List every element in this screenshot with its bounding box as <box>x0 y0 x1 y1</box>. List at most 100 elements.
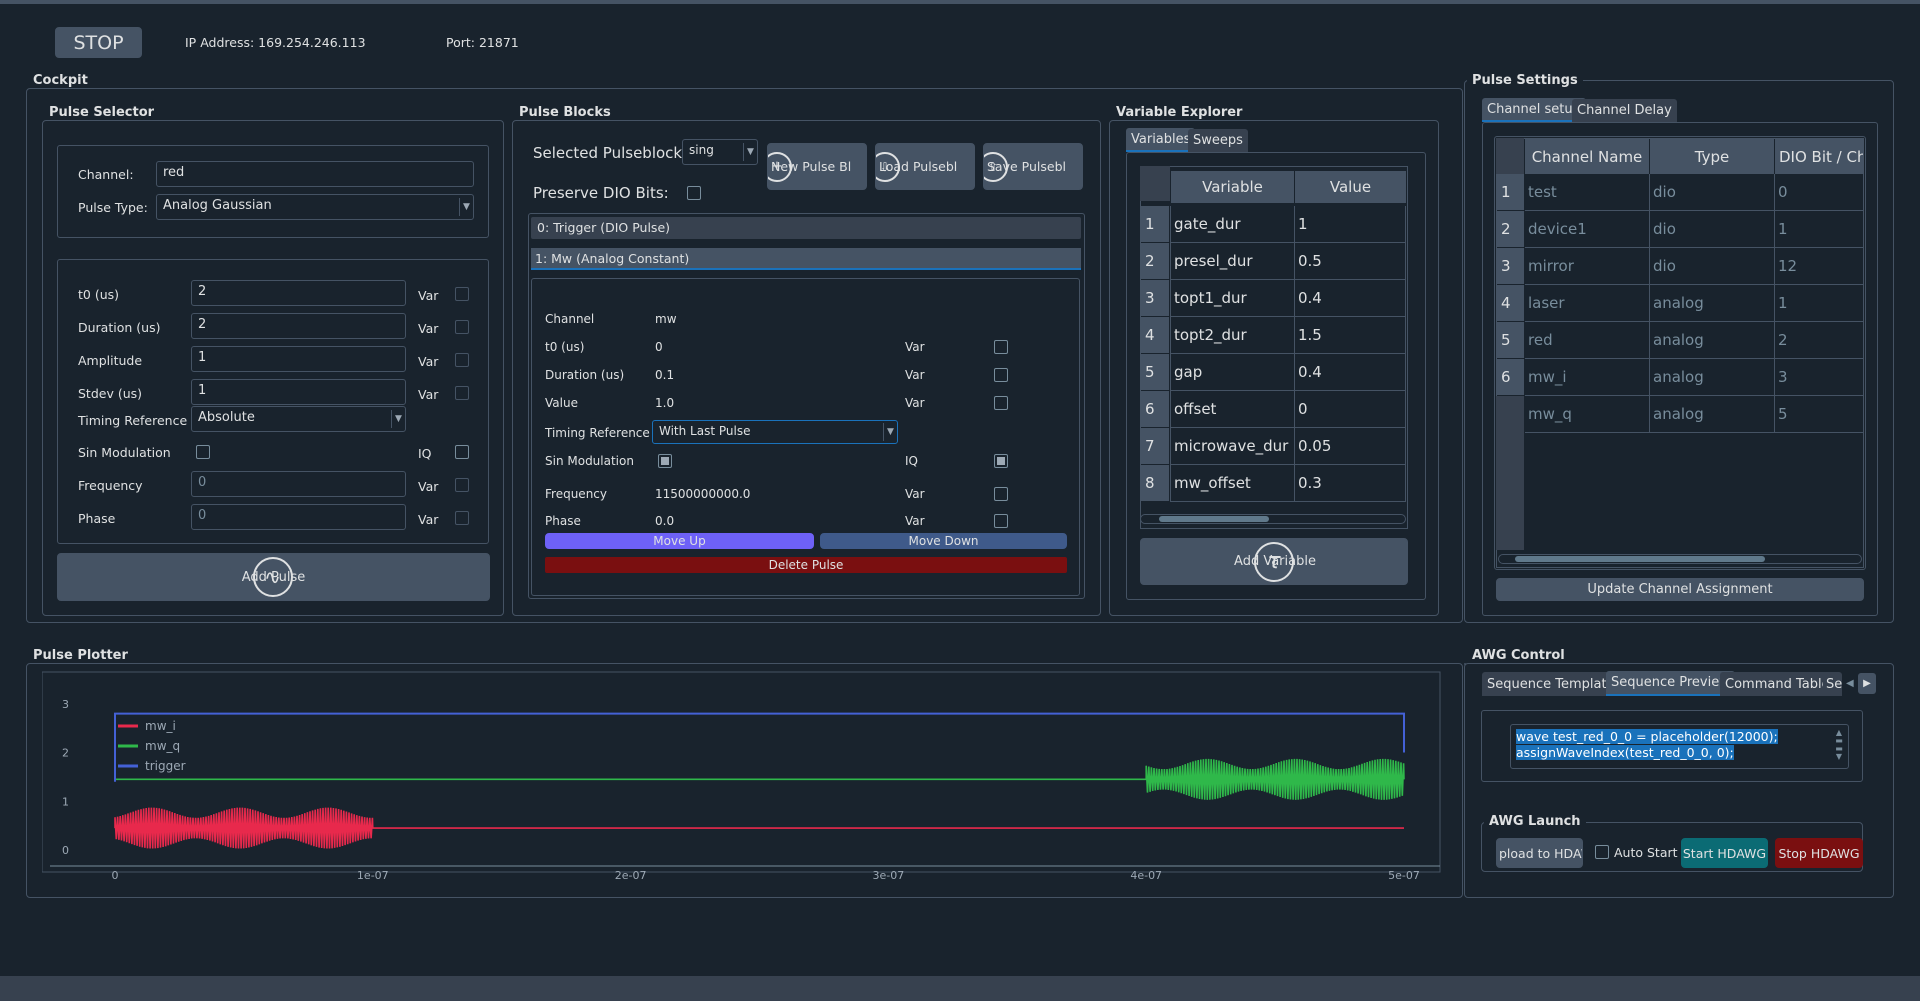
stdev-var-checkbox[interactable] <box>455 386 469 400</box>
variable-row-number[interactable]: 2 <box>1141 243 1169 279</box>
phase-var-checkbox[interactable] <box>455 511 469 525</box>
channel-name-cell[interactable]: mw_q <box>1525 396 1650 433</box>
amplitude-var-checkbox[interactable] <box>455 353 469 367</box>
pulse-item-trigger[interactable]: 0: Trigger (DIO Pulse) <box>531 217 1081 239</box>
move-down-button[interactable]: Move Down <box>820 533 1067 549</box>
channel-bit-cell[interactable]: 2 <box>1775 322 1864 359</box>
duration-var-checkbox[interactable] <box>455 320 469 334</box>
channel-row-number[interactable]: 4 <box>1497 285 1524 321</box>
new-pulseblock-button[interactable]: + New Pulse Bl <box>767 143 867 190</box>
variable-value-cell[interactable]: 0.4 <box>1295 354 1406 391</box>
value-column-header[interactable]: Value <box>1295 171 1406 203</box>
detail-frequency-value[interactable]: 11500000000.0 <box>655 487 751 501</box>
sin-modulation-checkbox[interactable] <box>196 445 210 459</box>
variable-name-cell[interactable]: microwave_dur <box>1170 428 1295 465</box>
variable-value-cell[interactable]: 1 <box>1295 206 1406 243</box>
auto-start-checkbox[interactable] <box>1595 845 1609 859</box>
start-hdawg-button[interactable]: Start HDAWG <box>1681 838 1768 868</box>
delete-pulse-button[interactable]: Delete Pulse <box>545 557 1067 573</box>
detail-t0-var-checkbox[interactable] <box>994 340 1008 354</box>
scroll-handle[interactable] <box>1515 556 1765 562</box>
t0-input[interactable]: 2 <box>191 280 406 306</box>
detail-value-value[interactable]: 1.0 <box>655 396 675 410</box>
variable-name-cell[interactable]: gate_dur <box>1170 206 1295 243</box>
load-pulseblock-button[interactable]: ⇩ Load Pulsebl <box>875 143 975 190</box>
variable-value-cell[interactable]: 0 <box>1295 391 1406 428</box>
stdev-input[interactable]: 1 <box>191 379 406 405</box>
channel-type-cell[interactable]: analog <box>1650 322 1775 359</box>
variable-column-header[interactable]: Variable <box>1171 171 1294 203</box>
channel-name-cell[interactable]: red <box>1525 322 1650 359</box>
pulse-item-mw[interactable]: 1: Mw (Analog Constant) <box>531 248 1081 270</box>
variable-name-cell[interactable]: offset <box>1170 391 1295 428</box>
tab-sequence-preview[interactable]: Sequence Preview <box>1606 671 1735 696</box>
type-column-header[interactable]: Type <box>1650 139 1774 174</box>
detail-value-var-checkbox[interactable] <box>994 396 1008 410</box>
variable-row-number[interactable]: 5 <box>1141 354 1169 390</box>
move-up-button[interactable]: Move Up <box>545 533 814 549</box>
channel-row-number[interactable]: 5 <box>1497 322 1524 358</box>
code-scrollbar[interactable]: ▲ ▬ ▬ ▼ <box>1835 728 1843 761</box>
channel-name-column-header[interactable]: Channel Name <box>1525 139 1649 174</box>
variable-row-number[interactable]: 7 <box>1141 428 1169 464</box>
variable-value-cell[interactable]: 1.5 <box>1295 317 1406 354</box>
variable-row-number[interactable]: 3 <box>1141 280 1169 316</box>
tab-sequence-template[interactable]: Sequence Template <box>1482 672 1620 696</box>
selected-pulseblocks-select[interactable]: sing ▼ <box>682 139 758 165</box>
stop-hdawg-button[interactable]: Stop HDAWG <box>1775 838 1863 868</box>
frequency-input[interactable]: 0 <box>191 471 406 497</box>
channel-name-cell[interactable]: mw_i <box>1525 359 1650 396</box>
variable-name-cell[interactable]: topt1_dur <box>1170 280 1295 317</box>
pulse-plot[interactable]: 0 1 2 3 0 1e-07 2e-07 3e-07 4e-07 5e-07 mw_i mw_qtr… <box>42 668 1454 886</box>
timing-reference-select[interactable]: Absolute ▼ <box>191 406 406 432</box>
tab-channel-setup[interactable]: Channel setup <box>1482 98 1586 122</box>
add-variable-button[interactable]: τ Add Variable <box>1140 538 1408 585</box>
detail-frequency-var-checkbox[interactable] <box>994 487 1008 501</box>
detail-t0-value[interactable]: 0 <box>655 340 663 354</box>
channel-type-cell[interactable]: dio <box>1650 248 1775 285</box>
variable-value-cell[interactable]: 0.5 <box>1295 243 1406 280</box>
variable-row-number[interactable]: 4 <box>1141 317 1169 353</box>
channel-bit-cell[interactable]: 5 <box>1775 396 1864 433</box>
t0-var-checkbox[interactable] <box>455 287 469 301</box>
channel-row-number[interactable]: 6 <box>1497 359 1524 395</box>
channel-name-cell[interactable]: laser <box>1525 285 1650 322</box>
channel-name-cell[interactable]: device1 <box>1525 211 1650 248</box>
channel-type-cell[interactable]: dio <box>1650 174 1775 211</box>
duration-input[interactable]: 2 <box>191 313 406 339</box>
channel-type-cell[interactable]: dio <box>1650 211 1775 248</box>
tab-sweeps[interactable]: Sweeps <box>1188 129 1248 152</box>
channel-bit-cell[interactable]: 1 <box>1775 211 1864 248</box>
channel-bit-cell[interactable]: 0 <box>1775 174 1864 211</box>
tab-channel-delay[interactable]: Channel Delay <box>1572 99 1677 122</box>
amplitude-input[interactable]: 1 <box>191 346 406 372</box>
variable-value-cell[interactable]: 0.4 <box>1295 280 1406 317</box>
channel-name-cell[interactable]: mirror <box>1525 248 1650 285</box>
frequency-var-checkbox[interactable] <box>455 478 469 492</box>
detail-phase-value[interactable]: 0.0 <box>655 514 675 528</box>
chevron-left-icon[interactable]: ◀ <box>1846 678 1854 689</box>
channel-row-number[interactable]: 2 <box>1497 211 1524 247</box>
tab-variables[interactable]: Variables <box>1126 128 1196 152</box>
dio-bit-column-header[interactable]: DIO Bit / Cha <box>1775 139 1863 174</box>
add-pulse-button[interactable]: ∿ Add Pulse <box>57 553 490 601</box>
variable-value-cell[interactable]: 0.3 <box>1295 465 1406 502</box>
variables-horizontal-scrollbar[interactable] <box>1140 514 1406 524</box>
variable-value-cell[interactable]: 0.05 <box>1295 428 1406 465</box>
channel-type-cell[interactable]: analog <box>1650 285 1775 322</box>
save-pulseblock-button[interactable]: ⇧ Save Pulsebl <box>983 143 1083 190</box>
variable-row-number[interactable]: 6 <box>1141 391 1169 427</box>
phase-input[interactable]: 0 <box>191 504 406 530</box>
iq-checkbox[interactable] <box>455 445 469 459</box>
detail-timing-select[interactable]: With Last Pulse ▼ <box>652 420 898 444</box>
variable-row-number[interactable]: 8 <box>1141 465 1169 501</box>
stop-button[interactable]: STOP <box>55 27 142 58</box>
channel-type-cell[interactable]: analog <box>1650 359 1775 396</box>
channel-horizontal-scrollbar[interactable] <box>1498 554 1862 564</box>
tab-command-table[interactable]: Command Table <box>1720 672 1835 696</box>
detail-duration-value[interactable]: 0.1 <box>655 368 675 382</box>
detail-iq-checkbox[interactable] <box>994 454 1008 468</box>
preserve-dio-checkbox[interactable] <box>687 186 701 200</box>
detail-sin-modulation-checkbox[interactable] <box>658 454 672 468</box>
channel-name-cell[interactable]: test <box>1525 174 1650 211</box>
